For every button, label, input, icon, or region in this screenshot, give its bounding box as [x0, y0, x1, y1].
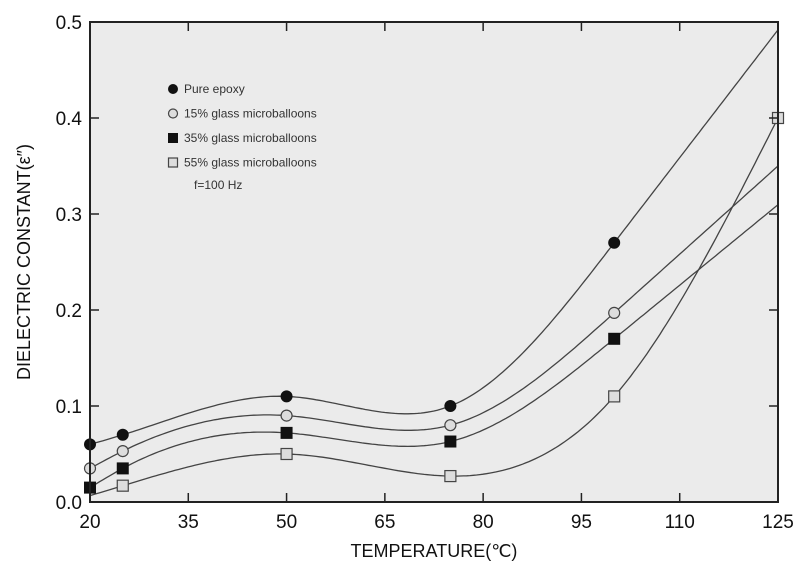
y-tick-label: 0.5 — [56, 13, 82, 34]
data-point — [116, 479, 129, 492]
x-tick-label: 80 — [473, 512, 494, 533]
data-point — [280, 447, 293, 461]
x-tick-label: 50 — [276, 512, 297, 533]
legend-marker — [167, 108, 179, 119]
x-tick-label: 110 — [665, 512, 695, 533]
data-point — [444, 435, 457, 448]
data-point — [280, 426, 293, 439]
y-tick-label: 0.2 — [56, 301, 82, 322]
data-point — [116, 462, 129, 475]
legend-label: 15% glass microballoons — [184, 107, 317, 121]
data-point — [116, 445, 129, 458]
data-point — [608, 390, 621, 403]
data-point — [280, 390, 293, 403]
data-point — [444, 469, 457, 483]
x-tick-label: 125 — [762, 512, 794, 533]
fit-curve — [89, 29, 779, 446]
plot-frame — [89, 21, 779, 503]
data-point — [116, 428, 129, 441]
data-point — [444, 419, 457, 432]
y-tick-label: 0.1 — [56, 397, 82, 418]
x-axis-title: TEMPERATURE(℃) — [351, 541, 518, 561]
fit-curves — [89, 29, 779, 497]
fit-curve — [89, 117, 779, 497]
x-tick-label: 20 — [79, 512, 100, 533]
data-point — [444, 400, 457, 412]
legend-marker — [168, 133, 178, 143]
legend-marker — [168, 84, 178, 94]
data-markers — [83, 111, 785, 494]
x-tick-label: 95 — [571, 512, 592, 533]
data-point — [608, 332, 621, 345]
y-tick-label: 0.0 — [56, 493, 82, 514]
x-tick-labels: 20 35 50 65 80 95 110 125 — [79, 512, 793, 533]
fit-curve — [89, 165, 779, 469]
axis-ticks — [89, 21, 779, 503]
frequency-annotation: f=100 Hz — [194, 178, 242, 192]
y-tick-labels: 0.0 0.1 0.2 0.3 0.4 0.5 — [56, 13, 83, 514]
legend-marker — [167, 157, 179, 168]
data-point — [280, 409, 293, 422]
x-tick-label: 65 — [374, 512, 395, 533]
y-tick-label: 0.3 — [56, 205, 82, 226]
legend-label: 55% glass microballoons — [184, 156, 317, 170]
y-tick-label: 0.4 — [56, 109, 83, 130]
fit-curve — [89, 204, 779, 489]
legend-label: Pure epoxy — [184, 82, 245, 96]
legend: Pure epoxy 15% glass microballoons 35% gla… — [167, 82, 317, 170]
x-tick-label: 35 — [178, 512, 199, 533]
y-axis-title: DIELECTRIC CONSTANT(ε″) — [14, 144, 34, 380]
data-point — [608, 306, 621, 319]
data-point — [608, 236, 621, 249]
legend-label: 35% glass microballoons — [184, 131, 317, 145]
